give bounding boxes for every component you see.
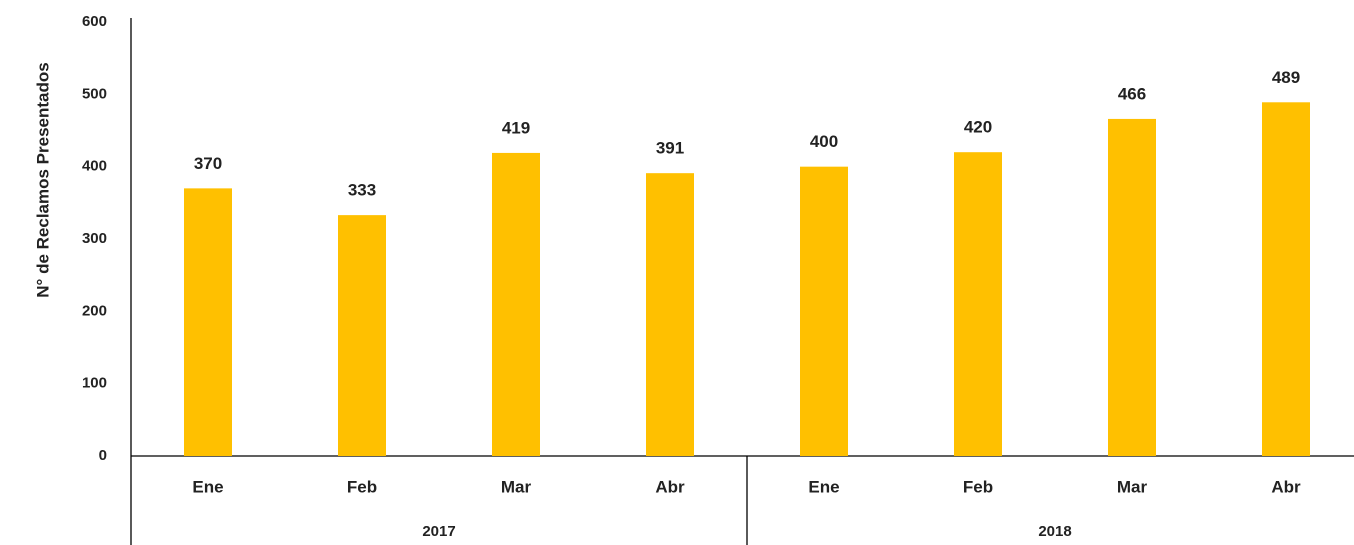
data-label: 466 — [1118, 84, 1146, 103]
data-label: 420 — [964, 118, 992, 137]
x-tick-label: Abr — [1271, 477, 1301, 496]
bar — [492, 152, 540, 456]
bar — [1108, 118, 1156, 456]
x-tick-label: Mar — [1117, 477, 1148, 496]
data-label: 370 — [194, 154, 222, 173]
y-tick-label: 0 — [99, 447, 107, 464]
group-label: 2018 — [1038, 523, 1071, 540]
x-tick-label: Feb — [347, 477, 377, 496]
bar — [800, 166, 848, 456]
bar — [954, 152, 1002, 456]
x-tick-label: Abr — [655, 477, 685, 496]
data-label: 400 — [810, 132, 838, 151]
data-label: 391 — [656, 139, 684, 158]
y-tick-label: 600 — [82, 13, 107, 30]
y-tick-label: 200 — [82, 302, 107, 319]
group-label: 2017 — [422, 523, 455, 540]
x-tick-label: Feb — [963, 477, 993, 496]
x-tick-label: Ene — [192, 477, 223, 496]
data-label: 419 — [502, 118, 530, 137]
bar — [1262, 102, 1310, 456]
y-tick-label: 500 — [82, 85, 107, 102]
y-tick-label: 400 — [82, 158, 107, 175]
data-label: 333 — [348, 181, 376, 200]
bar — [184, 188, 232, 456]
y-tick-label: 300 — [82, 230, 107, 247]
y-axis-title: N° de Reclamos Presentados — [33, 62, 52, 297]
x-tick-label: Ene — [808, 477, 839, 496]
data-label: 489 — [1272, 68, 1300, 87]
bar — [338, 215, 386, 456]
y-tick-label: 100 — [82, 375, 107, 392]
bar — [646, 173, 694, 456]
x-tick-label: Mar — [501, 477, 532, 496]
